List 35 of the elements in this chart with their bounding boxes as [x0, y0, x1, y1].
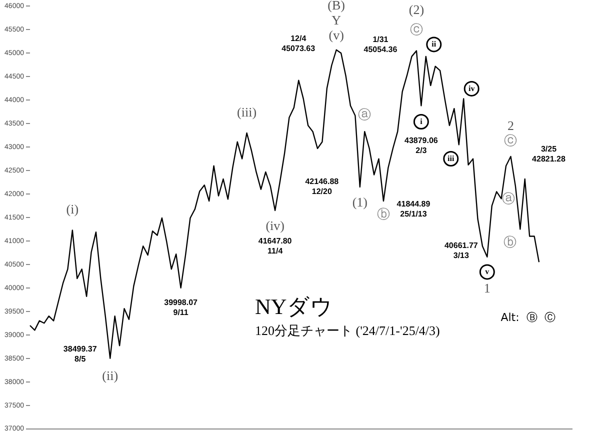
annotation: Y	[332, 12, 342, 28]
annotation: (1)	[352, 194, 368, 210]
annotation: Alt: Ⓑ Ⓒ	[500, 310, 556, 324]
annotation: ⓑ	[504, 236, 517, 251]
annotation: 12/4 45073.63	[282, 34, 316, 54]
annotation: v	[485, 267, 490, 276]
annotation: (i)	[66, 202, 79, 217]
annotation: (iii)	[237, 104, 257, 120]
annotation: ⓒ	[504, 134, 518, 149]
annotation: 3/25 42821.28	[532, 144, 566, 164]
annotation: 39998.07 9/11	[164, 298, 198, 318]
annotation: 38499.37 8/5	[63, 344, 98, 364]
annotation: 40661.77 3/13	[444, 241, 478, 260]
annotation: i	[420, 116, 424, 126]
annotation: 41647.80 11/4	[258, 236, 292, 256]
annotation: 1/31 45054.36	[364, 35, 398, 54]
annotation: (ii)	[102, 368, 118, 383]
annotation: 41844.89 25/1/13	[396, 199, 431, 218]
annotation: iii	[448, 154, 455, 163]
annotation: (v)	[328, 27, 344, 42]
text: 120分足チャート ('24/7/1-'25/4/3)	[255, 322, 440, 340]
annotation: ⓑ	[376, 207, 390, 222]
annotation: (B)	[328, 0, 346, 12]
annotation: ⓒ	[410, 23, 423, 38]
text: NYダウ	[255, 293, 333, 321]
annotation: iv	[468, 84, 475, 93]
annotation: ii	[432, 40, 437, 49]
annotation: 42146.88 12/20	[305, 177, 340, 196]
annotation: 1	[484, 280, 490, 296]
annotation: ⓐ	[502, 192, 516, 208]
annotation: (2)	[408, 2, 424, 18]
annotation: ⓐ	[358, 108, 372, 123]
annotation: 2	[507, 118, 514, 133]
annotation: 43879.06 2/3	[404, 136, 438, 155]
annotation: (iv)	[266, 218, 284, 233]
